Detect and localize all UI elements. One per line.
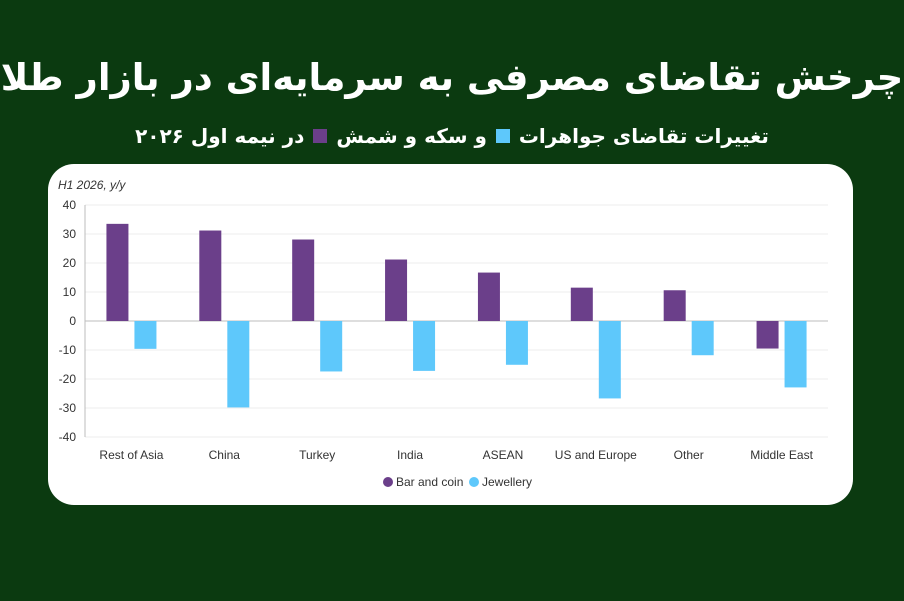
y-tick-label: -10 [59, 343, 77, 357]
jewellery-bar [413, 321, 436, 371]
legend-marker-jewellery [469, 477, 479, 487]
y-axis-unit-label: H1 2026, y/y [58, 178, 126, 192]
bar-chart: 40 30 20 10 0 -10 -20 -30 -40 Rest of Asia China Tu… [59, 198, 828, 489]
jewellery-swatch [495, 128, 510, 143]
bar-and-coin-bar [292, 239, 315, 321]
legend-label-bar-and-coin: Bar and coin [396, 475, 463, 489]
x-tick-label: US and Europe [555, 448, 637, 462]
jewellery-bar [784, 321, 807, 388]
y-tick-label: 20 [63, 256, 77, 270]
x-tick-label: China [209, 448, 241, 462]
x-tick-label: India [397, 448, 423, 462]
legend-label-jewellery: Jewellery [482, 475, 532, 489]
y-tick-label: -40 [59, 430, 77, 444]
jewellery-bar [134, 321, 157, 349]
x-tick-label: Turkey [299, 448, 335, 462]
bar-and-coin-bar [477, 272, 500, 321]
jewellery-bar [320, 321, 343, 372]
jewellery-bar [227, 321, 250, 408]
bar-and-coin-bar [199, 230, 222, 321]
bar-and-coin-bar [663, 290, 686, 321]
chart-title: چرخش تقاضای مصرفی به سرمایه‌ای در بازار … [0, 56, 904, 99]
bar-and-coin-bar [385, 259, 408, 321]
y-tick-label: -30 [59, 401, 77, 415]
y-tick-label: 30 [63, 227, 77, 241]
subtitle-bar-coin-text: و سکه و شمش [336, 124, 487, 148]
x-tick-label: Rest of Asia [99, 448, 163, 462]
subtitle-period-text: در نیمه اول ۲۰۲۶ [135, 124, 305, 148]
x-tick-label: Middle East [750, 448, 813, 462]
bar-and-coin-bar [106, 223, 129, 321]
jewellery-bar [505, 321, 528, 365]
x-tick-label: ASEAN [483, 448, 524, 462]
chart-card: H1 2026, y/y 40 30 20 10 0 -10 -20 -30 -40 Rest o… [48, 164, 853, 505]
bar-and-coin-bar [756, 321, 779, 349]
y-tick-label: 10 [63, 285, 77, 299]
x-tick-label: Other [674, 448, 704, 462]
bar-and-coin-bar [570, 287, 593, 321]
legend-marker-bar-and-coin [383, 477, 393, 487]
jewellery-bar [598, 321, 621, 399]
y-tick-label: 40 [63, 198, 77, 212]
y-tick-label: -20 [59, 372, 77, 386]
chart-subtitle: تغییرات تقاضای جواهرات و سکه و شمش در نی… [0, 124, 904, 148]
jewellery-bar [691, 321, 714, 356]
subtitle-jewellery-text: تغییرات تقاضای جواهرات [518, 124, 769, 148]
bar-coin-swatch [313, 128, 328, 143]
y-tick-label: 0 [69, 314, 76, 328]
